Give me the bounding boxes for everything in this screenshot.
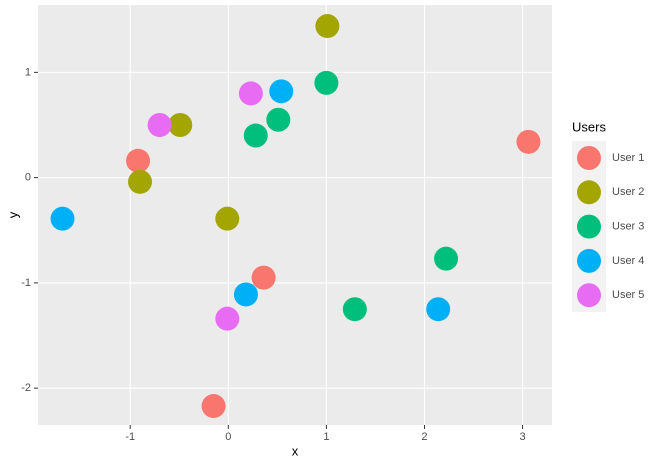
point <box>434 246 459 271</box>
y-tick-label: 0 <box>25 172 31 184</box>
point <box>251 265 276 290</box>
point <box>50 206 75 231</box>
x-tick-label: -1 <box>125 431 135 443</box>
legend-label: User 3 <box>612 221 644 233</box>
legend-key <box>577 146 601 170</box>
legend-key <box>577 214 601 239</box>
legend-label: User 2 <box>612 186 644 198</box>
point <box>126 148 151 173</box>
x-tick-label: 1 <box>323 431 329 443</box>
point <box>269 79 294 104</box>
point <box>314 70 339 95</box>
point <box>168 113 193 137</box>
point <box>128 169 153 194</box>
legend-key <box>577 180 601 205</box>
y-axis-title: y <box>5 211 20 218</box>
panel <box>38 5 552 425</box>
legend-key <box>577 248 601 273</box>
point <box>426 297 451 322</box>
legend-label: User 5 <box>612 289 644 301</box>
point <box>342 297 367 322</box>
legend-label: User 1 <box>612 152 644 164</box>
point <box>315 14 340 39</box>
legend-title: Users <box>572 119 606 134</box>
legend-key <box>577 283 601 308</box>
x-tick-label: 2 <box>421 431 427 443</box>
point <box>215 206 240 231</box>
y-tick-label: 1 <box>25 66 31 78</box>
point <box>243 123 268 148</box>
point <box>215 306 240 331</box>
y-tick-label: -1 <box>21 277 31 289</box>
y-tick-label: -2 <box>21 382 31 394</box>
x-tick-label: 3 <box>520 431 526 443</box>
point <box>233 282 258 307</box>
legend-label: User 4 <box>612 255 644 267</box>
point <box>266 107 291 132</box>
point <box>201 394 226 419</box>
point <box>238 81 263 106</box>
point <box>516 129 541 154</box>
x-tick-label: 0 <box>225 431 231 443</box>
point <box>147 113 172 137</box>
x-axis-title: x <box>292 443 299 458</box>
